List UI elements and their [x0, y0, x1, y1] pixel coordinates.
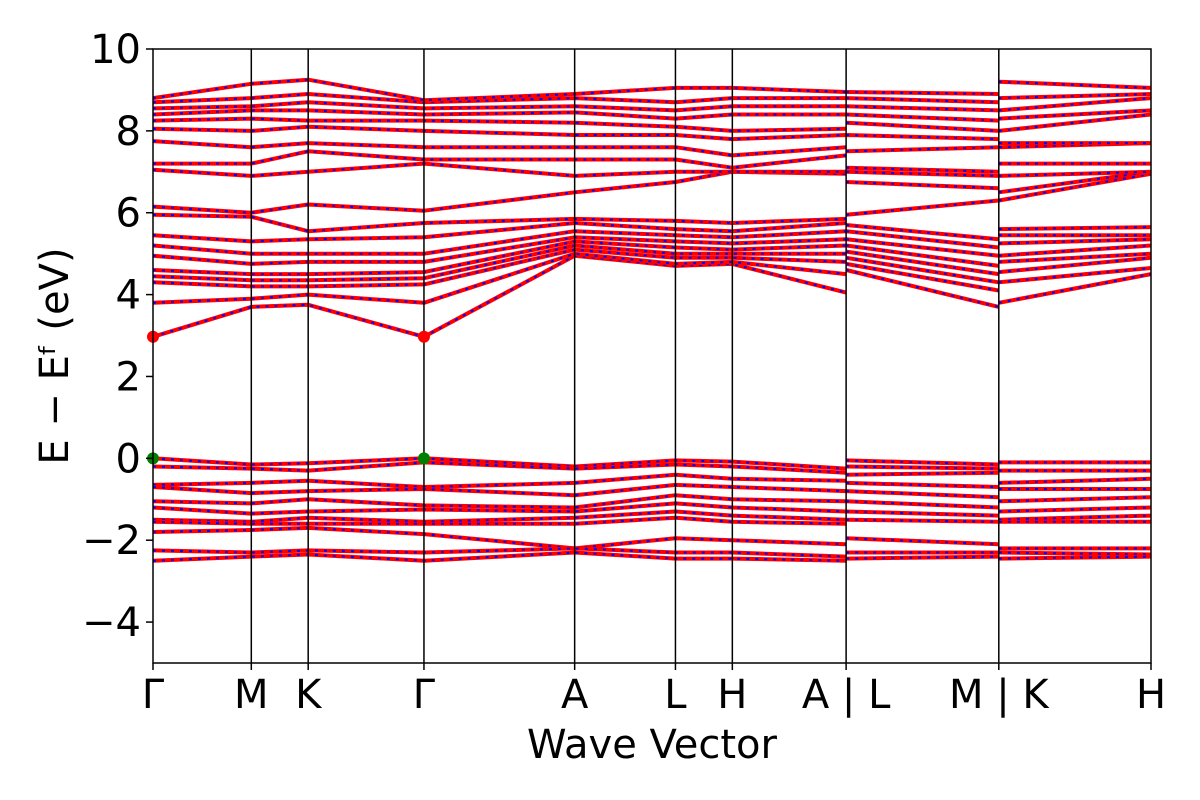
band-line-30-dash: [152, 78, 1152, 102]
y-tick-label-3: 2: [116, 354, 141, 400]
band-line-29-dash: [152, 92, 1152, 104]
y-axis-label: E − Eᶠ (eV): [32, 247, 78, 464]
band-line-22-dash: [152, 162, 1152, 177]
band-line-26-dash: [152, 113, 1152, 132]
band-line-21-dash: [152, 170, 1152, 214]
band-line-13-dash: [152, 252, 1152, 304]
y-tick-label-0: −4: [82, 600, 141, 646]
x-tick-label-8: M | K: [949, 672, 1050, 718]
plot-frame: [152, 48, 1152, 664]
x-tick-label-1: M: [234, 672, 269, 718]
band-line-18-dash: [152, 230, 1151, 255]
band-line-23-dash: [153, 150, 1151, 173]
band-line-19-dash: [152, 221, 1152, 243]
band-edge-markers: [147, 330, 430, 465]
band-line-7-dash: [152, 510, 1152, 523]
x-tick-label-9: H: [1136, 672, 1166, 718]
x-tick-label-6: H: [717, 672, 747, 718]
band-line-8-dash: [152, 516, 1151, 525]
y-tick-label-4: 4: [116, 273, 141, 319]
band-line-27-dash: [152, 109, 1152, 122]
band-line-2-dash: [152, 461, 1151, 474]
band-line-20-dash: [152, 172, 1152, 233]
band-line-11-dash: [152, 551, 1152, 562]
y-axis: −4 −2 0 2 4 6 8 10: [82, 27, 153, 646]
band-line-28-dash: [152, 97, 1152, 112]
band-line-9-dash: [152, 526, 1151, 550]
band-line-10-dash: [152, 547, 1152, 558]
band-line-4-dash: [152, 481, 1151, 497]
bands-layer: [152, 77, 1152, 563]
y-tick-label-1: −2: [82, 518, 141, 564]
band-line-1-dash: [152, 457, 1151, 470]
y-tick-label-2: 0: [116, 436, 141, 482]
x-axis-label: Wave Vector: [527, 722, 778, 768]
band-line-6-dash: [152, 500, 1152, 515]
x-tick-label-4: A: [561, 672, 589, 718]
band-line-23: [153, 149, 1151, 174]
band-line-25-dash: [152, 125, 1151, 145]
band-line-17-dash: [152, 236, 1152, 265]
x-tick-label-5: L: [664, 672, 687, 718]
y-tick-label-7: 10: [90, 27, 141, 73]
x-tick-label-7: A | L: [802, 672, 891, 718]
vbm-marker-3: [417, 452, 430, 465]
x-tick-label-0: Γ: [142, 672, 165, 718]
band-line-12-dash: [152, 254, 1152, 338]
band-line-5-dash: [152, 490, 1152, 509]
y-tick-label-5: 6: [116, 191, 141, 237]
x-tick-label-2: K: [295, 672, 323, 718]
high-symmetry-lines: [250, 49, 1000, 663]
band-line-14-dash: [152, 248, 1152, 288]
band-line-9: [152, 525, 1151, 551]
band-line-3: [152, 470, 1152, 489]
band-line-15-dash: [152, 244, 1152, 282]
x-tick-label-3: Γ: [413, 672, 436, 718]
y-tick-label-6: 8: [116, 109, 141, 155]
cbm-marker-1: [417, 330, 430, 343]
band-line-3-dash: [152, 471, 1152, 489]
band-line-16-dash: [152, 240, 1152, 276]
